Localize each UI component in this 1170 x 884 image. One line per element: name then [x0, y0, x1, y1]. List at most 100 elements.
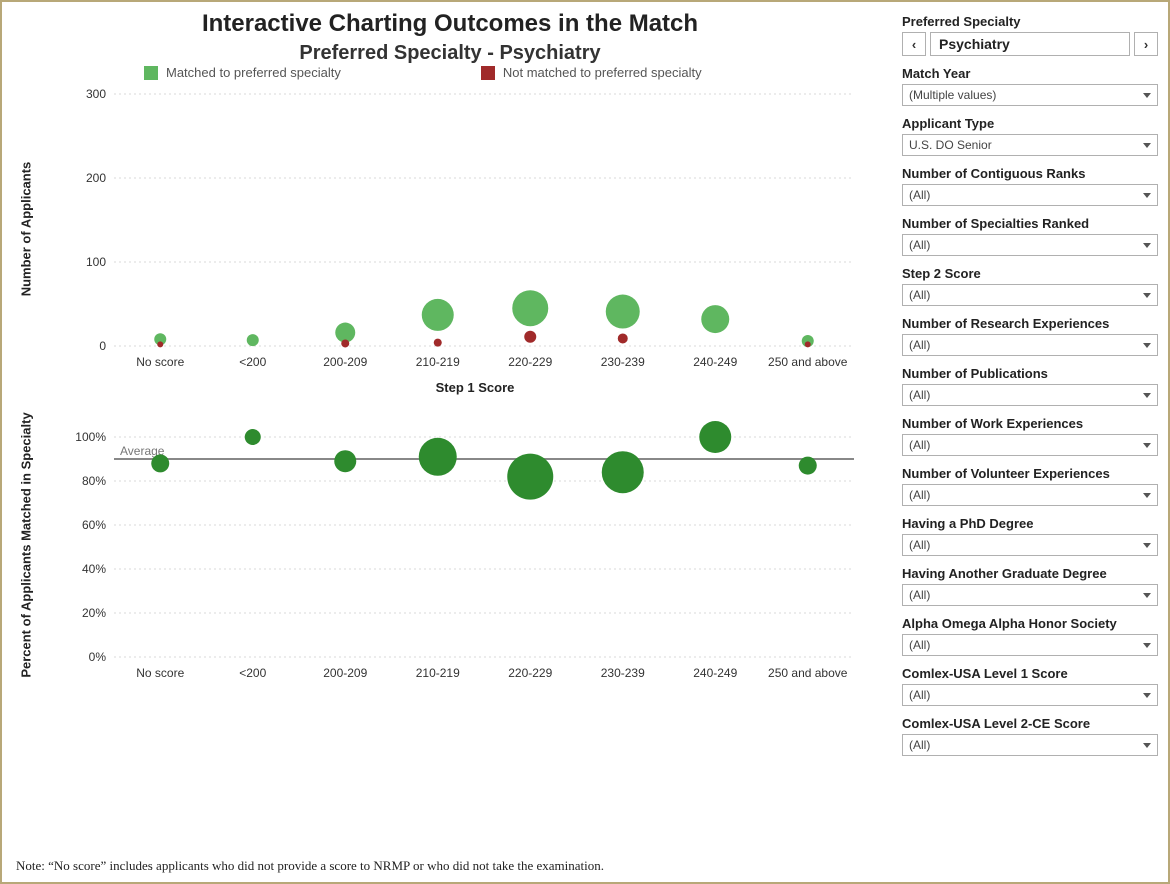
chevron-down-icon: [1143, 643, 1151, 648]
data-point[interactable]: [245, 429, 261, 445]
svg-text:230-239: 230-239: [601, 666, 645, 680]
legend-label-not-matched: Not matched to preferred specialty: [503, 65, 702, 80]
svg-text:230-239: 230-239: [601, 355, 645, 369]
svg-text:100: 100: [86, 255, 106, 269]
filter-value: U.S. DO Senior: [909, 138, 992, 152]
filter-label: Alpha Omega Alpha Honor Society: [902, 616, 1158, 631]
chevron-down-icon: [1143, 293, 1151, 298]
chart2-wrap: Percent of Applicants Matched in Special…: [64, 405, 886, 685]
data-point[interactable]: [699, 421, 731, 453]
filter-value: (All): [909, 738, 930, 752]
specialty-prev-button[interactable]: ‹: [902, 32, 926, 56]
data-point[interactable]: [524, 331, 536, 343]
svg-text:300: 300: [86, 87, 106, 101]
chevron-down-icon: [1143, 343, 1151, 348]
filter-label: Having Another Graduate Degree: [902, 566, 1158, 581]
svg-text:250 and above: 250 and above: [768, 355, 848, 369]
chevron-down-icon: [1143, 443, 1151, 448]
filter-dropdown[interactable]: (All): [902, 284, 1158, 306]
data-point[interactable]: [334, 450, 356, 472]
filter-block: Number of Contiguous Ranks (All): [902, 166, 1158, 206]
filter-dropdown[interactable]: U.S. DO Senior: [902, 134, 1158, 156]
chevron-down-icon: [1143, 143, 1151, 148]
filter-value: (All): [909, 688, 930, 702]
filter-block: Step 2 Score (All): [902, 266, 1158, 306]
data-point[interactable]: [602, 451, 644, 493]
chart1-wrap: Number of Applicants 0100200300No score<…: [64, 84, 886, 374]
filter-dropdown[interactable]: (All): [902, 734, 1158, 756]
filter-value: (Multiple values): [909, 88, 996, 102]
filter-dropdown[interactable]: (Multiple values): [902, 84, 1158, 106]
filter-dropdown[interactable]: (All): [902, 384, 1158, 406]
filter-dropdown[interactable]: (All): [902, 484, 1158, 506]
svg-text:20%: 20%: [82, 606, 106, 620]
filter-block: Match Year (Multiple values): [902, 66, 1158, 106]
data-point[interactable]: [618, 333, 628, 343]
data-point[interactable]: [422, 299, 454, 331]
filter-dropdown[interactable]: (All): [902, 534, 1158, 556]
svg-text:200-209: 200-209: [323, 355, 367, 369]
data-point[interactable]: [701, 305, 729, 333]
data-point[interactable]: [247, 334, 259, 346]
filter-block: Number of Research Experiences (All): [902, 316, 1158, 356]
filter-sidebar: Preferred Specialty ‹ Psychiatry › Match…: [898, 2, 1168, 882]
chevron-down-icon: [1143, 493, 1151, 498]
specialty-next-button[interactable]: ›: [1134, 32, 1158, 56]
filter-value: (All): [909, 338, 930, 352]
filter-label: Step 2 Score: [902, 266, 1158, 281]
filter-block: Comlex-USA Level 1 Score(All): [902, 666, 1158, 706]
data-point[interactable]: [606, 295, 640, 329]
filter-value: (All): [909, 188, 930, 202]
chart2-svg[interactable]: 0%20%40%60%80%100%AverageNo score<200200…: [64, 405, 864, 685]
filter-dropdown[interactable]: (All): [902, 634, 1158, 656]
filter-label: Number of Publications: [902, 366, 1158, 381]
filter-label: Number of Work Experiences: [902, 416, 1158, 431]
data-point[interactable]: [434, 339, 442, 347]
data-point[interactable]: [507, 454, 553, 500]
data-point[interactable]: [419, 438, 457, 476]
svg-text:250 and above: 250 and above: [768, 666, 848, 680]
filter-dropdown[interactable]: (All): [902, 184, 1158, 206]
data-point[interactable]: [341, 339, 349, 347]
svg-text:210-219: 210-219: [416, 666, 460, 680]
filter-value: (All): [909, 438, 930, 452]
filter-dropdown[interactable]: (All): [902, 584, 1158, 606]
filter-block: Comlex-USA Level 2-CE Score(All): [902, 716, 1158, 756]
legend: Matched to preferred specialty Not match…: [14, 65, 886, 80]
svg-text:200-209: 200-209: [323, 666, 367, 680]
svg-text:60%: 60%: [82, 518, 106, 532]
filter-dropdown[interactable]: (All): [902, 234, 1158, 256]
filter-block: Having a PhD Degree(All): [902, 516, 1158, 556]
filter-value: (All): [909, 388, 930, 402]
filter-dropdown[interactable]: (All): [902, 334, 1158, 356]
filter-value: (All): [909, 488, 930, 502]
data-point[interactable]: [157, 341, 163, 347]
filter-block: Having Another Graduate Degree (All): [902, 566, 1158, 606]
chart-subtitle: Preferred Specialty - Psychiatry: [14, 42, 886, 65]
chart1-svg[interactable]: 0100200300No score<200200-209210-219220-…: [64, 84, 864, 374]
filter-dropdown[interactable]: (All): [902, 434, 1158, 456]
footnote: Note: “No score” includes applicants who…: [16, 858, 604, 874]
chevron-down-icon: [1143, 243, 1151, 248]
chart2-y-label: Percent of Applicants Matched in Special…: [19, 412, 34, 677]
specialty-select[interactable]: Psychiatry: [930, 32, 1130, 56]
filter-label: Match Year: [902, 66, 1158, 81]
chart-area: Interactive Charting Outcomes in the Mat…: [2, 2, 898, 882]
filter-block: Applicant Type U.S. DO Senior: [902, 116, 1158, 156]
legend-swatch-not-matched: [481, 66, 495, 80]
legend-swatch-matched: [144, 66, 158, 80]
filter-label: Number of Contiguous Ranks: [902, 166, 1158, 181]
chart1-y-label: Number of Applicants: [19, 162, 34, 297]
filter-label: Applicant Type: [902, 116, 1158, 131]
filter-specialty-label: Preferred Specialty: [902, 14, 1158, 29]
data-point[interactable]: [151, 454, 169, 472]
filter-label: Number of Research Experiences: [902, 316, 1158, 331]
data-point[interactable]: [799, 457, 817, 475]
data-point[interactable]: [512, 290, 548, 326]
filter-value: (All): [909, 238, 930, 252]
filter-value: (All): [909, 638, 930, 652]
chevron-down-icon: [1143, 543, 1151, 548]
data-point[interactable]: [805, 341, 811, 347]
filter-dropdown[interactable]: (All): [902, 684, 1158, 706]
filter-value: (All): [909, 538, 930, 552]
